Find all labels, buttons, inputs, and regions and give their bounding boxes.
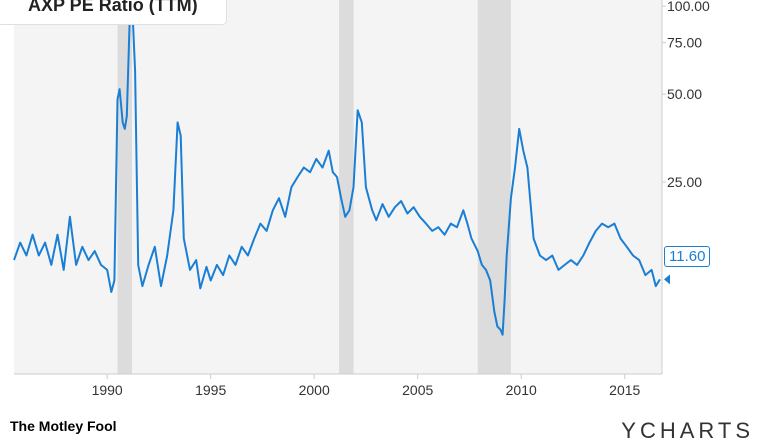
last-value-pointer [664,274,670,285]
x-tick-label: 1995 [195,382,226,398]
chart-title: AXP PE Ratio (TTM) [28,0,198,15]
x-tick-label: 1990 [92,382,123,398]
y-tick-label: 100.00 [667,0,710,14]
recession-band [117,0,133,374]
y-tick-label: 75.00 [667,35,702,51]
x-tick-label: 2000 [299,382,330,398]
pe-ratio-series-line [13,0,661,336]
last-value-badge: 11.60 [664,246,711,267]
y-tick-label: 25.00 [667,174,702,190]
y-tick-label: 50.00 [667,86,702,102]
pe-ratio-chart: 1990 1995 2000 2005 2010 2015 100.00 75.00 50.0… [13,0,710,398]
recession-band [339,0,354,374]
x-tick-label: 2005 [402,382,433,398]
footer-logo-text: The Motley Fool [10,418,117,434]
x-tick-label: 2015 [609,382,640,398]
title-box [0,0,226,24]
recession-band [477,0,511,374]
x-tick-label: 2010 [506,382,537,398]
footer-brand: YCHARTS [621,418,754,443]
